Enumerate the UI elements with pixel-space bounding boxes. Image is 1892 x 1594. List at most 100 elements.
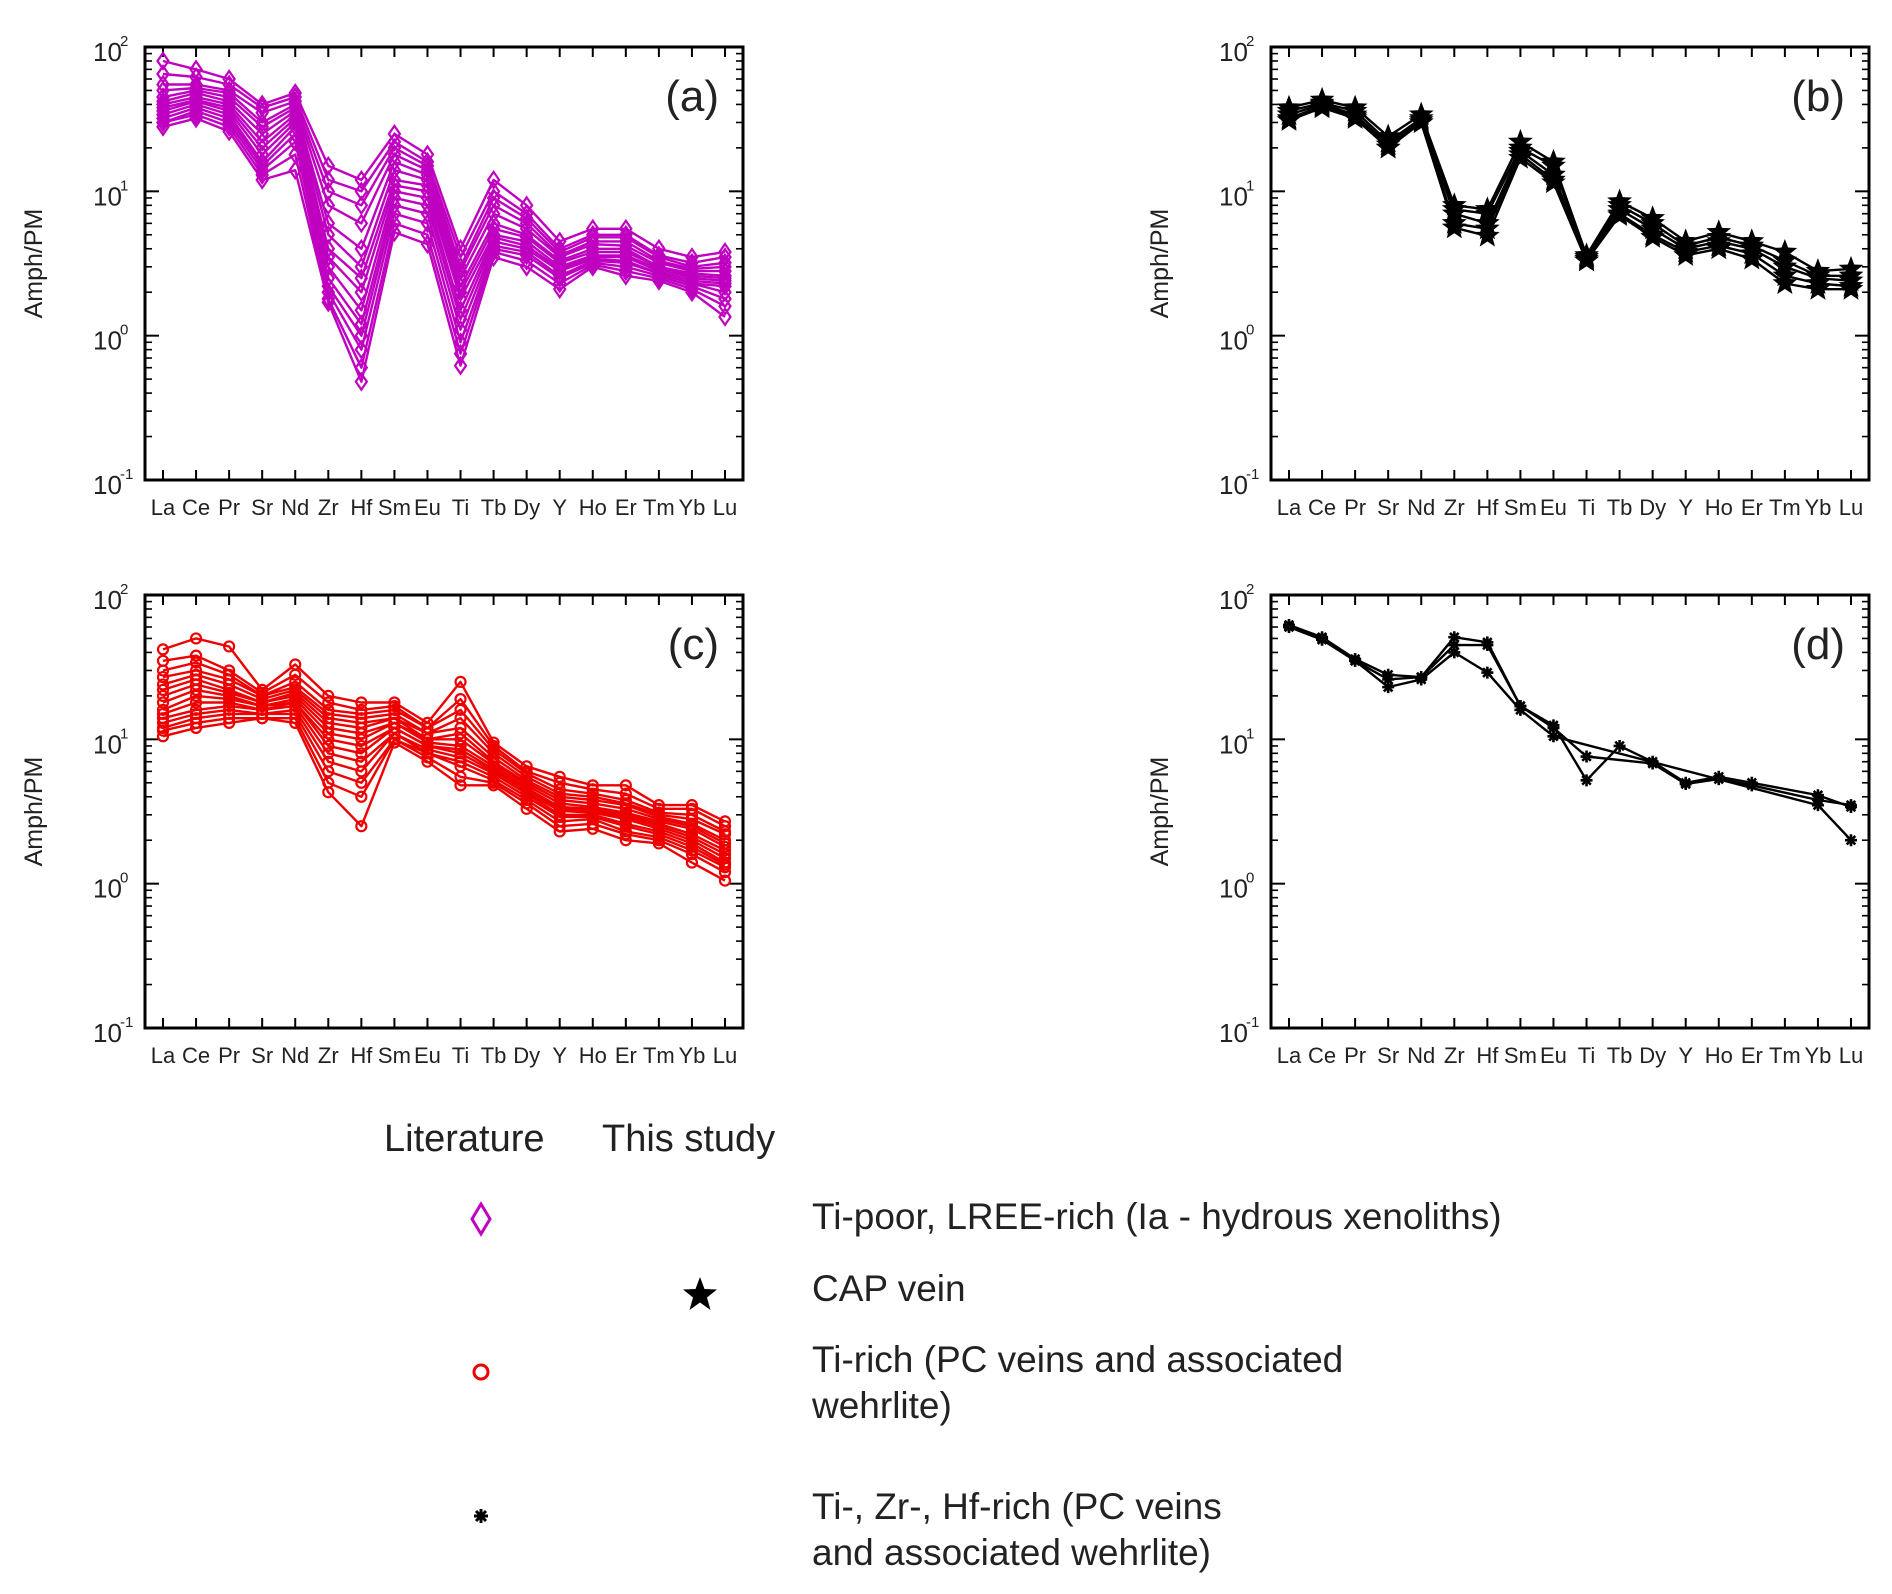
x-tick-label: Ce xyxy=(1308,495,1336,520)
y-tick-exponent: -1 xyxy=(120,1014,133,1031)
plot-frame xyxy=(143,593,745,1030)
panel-label: (b) xyxy=(1791,72,1845,121)
data-point xyxy=(553,825,566,838)
data-point xyxy=(552,247,567,268)
y-tick-label: 10 xyxy=(93,181,122,211)
legend-entry-ti-zr-hf-rich-line2: and associated wehrlite) xyxy=(812,1532,1211,1573)
x-tick-label: Tb xyxy=(481,495,507,520)
series-line xyxy=(1288,625,1852,842)
x-tick-label: Pr xyxy=(218,1043,240,1068)
y-axis-label: Amph/PM xyxy=(1146,209,1174,319)
data-point xyxy=(156,112,170,133)
data-point xyxy=(355,820,368,833)
data-point xyxy=(255,137,270,158)
y-tick-label: 10 xyxy=(1219,181,1248,211)
x-tick-label: Lu xyxy=(1839,1043,1863,1068)
y-tick-exponent: 1 xyxy=(120,725,128,742)
data-point xyxy=(156,730,170,743)
y-tick-exponent: 2 xyxy=(1246,581,1254,598)
x-tick-label: Eu xyxy=(1540,495,1567,520)
data-point xyxy=(1580,774,1593,787)
data-point xyxy=(585,254,600,275)
legend-entry-ti-zr-hf-rich: Ti-, Zr-, Hf-rich (PC veins and associat… xyxy=(812,1484,1222,1576)
data-point xyxy=(420,213,435,234)
x-tick-label: Y xyxy=(1678,1043,1693,1068)
y-tick-label: 10 xyxy=(1219,874,1248,904)
data-point xyxy=(288,160,303,181)
y-tick-exponent: 0 xyxy=(1246,322,1254,339)
series-d2 xyxy=(1283,619,1857,812)
data-point xyxy=(189,721,203,735)
series-c15 xyxy=(156,712,732,887)
x-tick-label: Ti xyxy=(452,495,470,520)
data-point xyxy=(1448,639,1461,652)
legend-header-literature: Literature xyxy=(384,1118,545,1160)
x-tick-label: La xyxy=(151,1043,176,1068)
data-point xyxy=(255,131,270,152)
data-point xyxy=(421,755,434,768)
legend-diamond-icon xyxy=(470,1201,492,1237)
y-tick-exponent: 1 xyxy=(120,177,128,194)
legend-entry-cap-vein-label: CAP vein xyxy=(812,1268,966,1309)
legend-entry-ti-rich-line2: wehrlite) xyxy=(812,1385,952,1426)
data-point xyxy=(156,703,170,716)
data-point xyxy=(1448,631,1461,644)
y-axis-label: Amph/PM xyxy=(20,209,48,319)
data-point xyxy=(355,739,368,753)
data-point xyxy=(519,256,534,277)
legend-entry-cap-vein: CAP vein xyxy=(812,1266,966,1312)
y-tick-label: 10 xyxy=(1219,729,1248,759)
data-point xyxy=(156,643,170,656)
x-tick-label: Lu xyxy=(713,495,737,520)
x-tick-label: Zr xyxy=(1444,495,1465,520)
legend-circle-icon xyxy=(472,1363,490,1381)
x-tick-label: La xyxy=(1277,495,1302,520)
y-tick-label: 10 xyxy=(1219,37,1248,67)
series-line xyxy=(1288,624,1852,807)
data-point xyxy=(1514,703,1527,716)
x-tick-label: Hf xyxy=(1476,1043,1499,1068)
x-tick-label: Ho xyxy=(1705,495,1733,520)
x-tick-label: Yb xyxy=(1804,495,1831,520)
data-point xyxy=(1772,270,1798,294)
data-point xyxy=(189,104,203,125)
data-point xyxy=(355,765,368,778)
panel-label: (a) xyxy=(665,72,719,121)
data-point xyxy=(1415,673,1428,686)
data-point xyxy=(619,834,632,847)
data-point xyxy=(652,268,666,289)
y-tick-exponent: 0 xyxy=(120,322,128,339)
series-d3 xyxy=(1283,621,1857,847)
data-point xyxy=(354,181,369,202)
data-point xyxy=(454,770,467,783)
x-tick-label: Tm xyxy=(643,495,675,520)
data-point xyxy=(519,245,534,266)
legend-header-this-study: This study xyxy=(602,1118,776,1160)
x-tick-label: Pr xyxy=(218,495,240,520)
series-b2 xyxy=(1276,89,1864,287)
data-point xyxy=(223,716,236,729)
data-point xyxy=(1673,242,1699,266)
series-d1 xyxy=(1283,618,1857,813)
data-point xyxy=(520,802,533,815)
data-point xyxy=(355,696,368,709)
plot-frame xyxy=(143,45,745,482)
data-point xyxy=(1580,750,1593,763)
data-point xyxy=(222,69,236,89)
data-point xyxy=(1845,834,1857,847)
data-point xyxy=(1349,654,1362,667)
series-line xyxy=(1288,103,1852,282)
x-tick-label: Sr xyxy=(1377,1043,1399,1068)
x-tick-label: Tb xyxy=(1607,1043,1633,1068)
x-tick-label: Hf xyxy=(1476,495,1499,520)
data-point xyxy=(718,861,732,874)
x-tick-label: Lu xyxy=(713,1043,737,1068)
x-tick-label: Nd xyxy=(281,1043,309,1068)
x-tick-label: Hf xyxy=(350,1043,373,1068)
data-point xyxy=(354,169,369,190)
x-tick-label: Pr xyxy=(1344,1043,1366,1068)
x-tick-label: Tb xyxy=(1607,495,1633,520)
data-point xyxy=(189,656,203,669)
